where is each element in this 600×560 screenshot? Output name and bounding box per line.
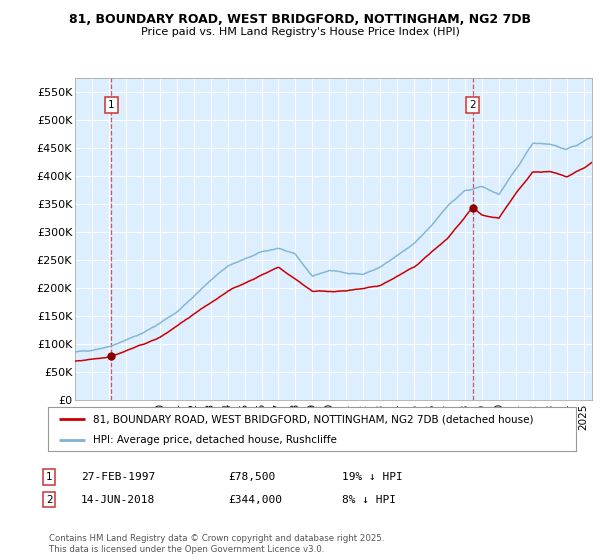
Text: 2: 2 [469, 100, 476, 110]
Text: Price paid vs. HM Land Registry's House Price Index (HPI): Price paid vs. HM Land Registry's House … [140, 27, 460, 37]
Text: HPI: Average price, detached house, Rushcliffe: HPI: Average price, detached house, Rush… [93, 435, 337, 445]
Text: 2: 2 [46, 494, 53, 505]
Text: £344,000: £344,000 [228, 494, 282, 505]
Text: 14-JUN-2018: 14-JUN-2018 [81, 494, 155, 505]
Text: £78,500: £78,500 [228, 472, 275, 482]
Text: 1: 1 [108, 100, 115, 110]
Text: 81, BOUNDARY ROAD, WEST BRIDGFORD, NOTTINGHAM, NG2 7DB (detached house): 81, BOUNDARY ROAD, WEST BRIDGFORD, NOTTI… [93, 414, 533, 424]
Text: 27-FEB-1997: 27-FEB-1997 [81, 472, 155, 482]
Text: 19% ↓ HPI: 19% ↓ HPI [342, 472, 403, 482]
Text: Contains HM Land Registry data © Crown copyright and database right 2025.
This d: Contains HM Land Registry data © Crown c… [49, 534, 385, 554]
Text: 1: 1 [46, 472, 53, 482]
Text: 81, BOUNDARY ROAD, WEST BRIDGFORD, NOTTINGHAM, NG2 7DB: 81, BOUNDARY ROAD, WEST BRIDGFORD, NOTTI… [69, 13, 531, 26]
Text: 8% ↓ HPI: 8% ↓ HPI [342, 494, 396, 505]
